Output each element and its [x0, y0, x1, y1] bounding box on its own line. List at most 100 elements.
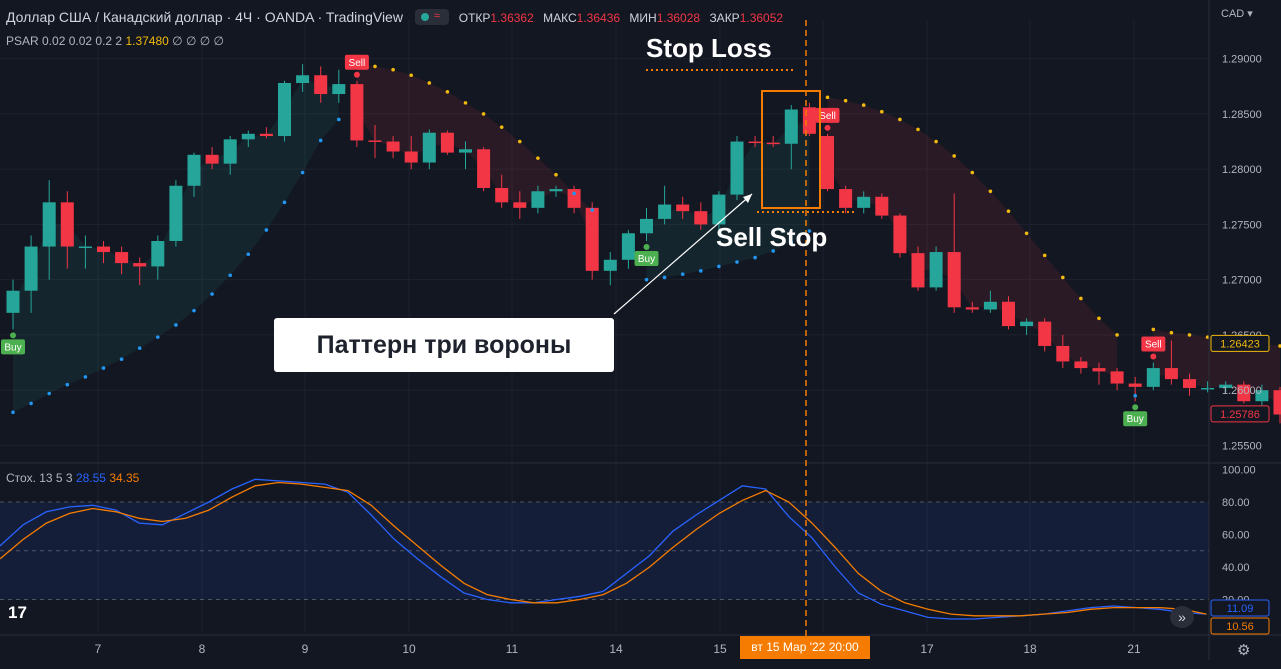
- psar-dot-6: [119, 357, 124, 362]
- buy-signal-1: Buy: [634, 244, 659, 266]
- candle-9: [169, 180, 183, 247]
- candle-body-32: [585, 207, 599, 271]
- price-tick-4: 1.27500: [1222, 219, 1262, 231]
- candle-69: [1255, 384, 1269, 407]
- psar-dot-26: [481, 112, 486, 116]
- candle-56: [1020, 318, 1034, 335]
- stoch-tick-2: 60.00: [1222, 530, 1250, 542]
- candle-body-20: [368, 140, 382, 142]
- psar-dot-38: [735, 260, 739, 264]
- candle-68: [1237, 381, 1251, 404]
- stoch-d-label-box: [1210, 617, 1270, 635]
- signal-label-3: Sell: [1145, 340, 1162, 351]
- candle-body-48: [875, 196, 889, 216]
- psar-dot-11: [210, 292, 214, 296]
- candle-body-28: [513, 202, 527, 208]
- psar-dot-44: [843, 98, 848, 103]
- candle-49: [893, 213, 907, 258]
- psar-dot-0: [11, 410, 15, 415]
- psar-dot-8: [156, 335, 160, 339]
- stoch-d-value: 34.35: [109, 471, 140, 485]
- candle-body-31: [567, 189, 581, 208]
- psar-dot-21: [391, 67, 395, 72]
- stop-loss-label: Stop Loss: [646, 33, 772, 63]
- candle-body-58: [1056, 345, 1070, 362]
- candle-body-57: [1038, 321, 1052, 346]
- psar-dot-51: [970, 170, 975, 175]
- candle-59: [1074, 357, 1088, 374]
- candle-45: [821, 133, 834, 192]
- candle-62: [1128, 376, 1142, 402]
- currency-selector[interactable]: CAD ▾: [1221, 8, 1253, 20]
- price-tick-0: 1.25500: [1222, 440, 1262, 452]
- candle-22: [404, 136, 418, 170]
- buy-signal-4: Buy: [1123, 404, 1148, 427]
- signal-box-0: [344, 54, 369, 70]
- stoch-legend[interactable]: Стох. 13 5 3 28.55 34.35: [6, 471, 139, 485]
- candle-body-59: [1074, 361, 1088, 369]
- scroll-to-latest-icon[interactable]: »: [1170, 606, 1194, 628]
- candle-0: [6, 279, 20, 330]
- candle-body-39: [712, 194, 726, 225]
- candle-46: [839, 185, 853, 214]
- candle-53: [965, 301, 979, 313]
- candle-57: [1038, 318, 1052, 352]
- market-status-badge[interactable]: ≈: [414, 9, 449, 25]
- candle-body-10: [187, 154, 201, 186]
- sell-signal-3: Sell: [1141, 336, 1166, 360]
- psar-dot-23: [427, 81, 432, 85]
- trend-fill-1: [356, 64, 593, 240]
- candle-44: [802, 102, 816, 137]
- last-price-label-text: 1.25786: [1220, 409, 1260, 421]
- psar-dot-46: [880, 109, 884, 114]
- signals: Sell Buy Sell Sell Buy Buy: [1, 54, 1166, 427]
- signal-dot-3: [1150, 353, 1157, 360]
- time-tick-9: 18: [1023, 642, 1037, 656]
- psar-dot-57: [1079, 296, 1083, 301]
- time-tick-0: 7: [95, 642, 102, 656]
- candle-70: [1273, 386, 1281, 424]
- candles: [6, 64, 1281, 424]
- time-tick-8: 17: [920, 642, 934, 656]
- psar-legend[interactable]: PSAR 0.02 0.02 0.2 2 1.37480 ∅ ∅ ∅ ∅: [6, 34, 224, 48]
- psar-dot-2: [47, 391, 51, 396]
- candle-body-41: [748, 141, 762, 144]
- symbol-title[interactable]: Доллар США / Канадский доллар · 4Ч · OAN…: [6, 9, 403, 25]
- candle-11: [205, 147, 219, 170]
- psar-dot-60: [1133, 393, 1137, 398]
- tradingview-logo-icon[interactable]: 17: [8, 603, 27, 622]
- candle-19: [350, 80, 364, 148]
- candle-body-12: [223, 139, 237, 164]
- candle-body-3: [60, 202, 74, 247]
- candle-65: [1183, 373, 1196, 396]
- psar-dot-36: [699, 269, 703, 273]
- stoch-line-d: [0, 481, 1207, 617]
- candle-body-68: [1237, 384, 1251, 402]
- buy-signal-5: Buy: [1, 332, 25, 355]
- signal-box-5: [1, 339, 25, 355]
- stoch-d-label: 10.56: [1210, 617, 1270, 635]
- psar-dot-9: [174, 323, 178, 327]
- candle-body-15: [278, 82, 291, 137]
- time-tick-3: 10: [402, 642, 416, 656]
- psar-dot-14: [264, 228, 269, 232]
- stoch-tick-1: 40.00: [1222, 562, 1250, 574]
- price-tick-6: 1.28500: [1222, 109, 1262, 121]
- candle-body-25: [459, 149, 472, 153]
- candle-1: [24, 235, 38, 313]
- signal-dot-1: [643, 244, 650, 250]
- candle-body-27: [495, 187, 509, 203]
- signal-label-4: Buy: [1127, 414, 1144, 425]
- psar-dot-7: [137, 346, 142, 350]
- candle-4: [78, 235, 92, 269]
- stoch-panel: [0, 462, 1281, 620]
- sell-stop-label: Sell Stop: [716, 222, 828, 252]
- gear-icon[interactable]: ⚙: [1237, 642, 1251, 659]
- time-tick-5: 14: [609, 642, 623, 656]
- candle-23: [422, 129, 436, 170]
- candle-body-29: [531, 191, 545, 208]
- price-tick-7: 1.29000: [1222, 54, 1262, 66]
- price-tick-3: 1.27000: [1222, 275, 1262, 287]
- signal-box-4: [1123, 411, 1148, 427]
